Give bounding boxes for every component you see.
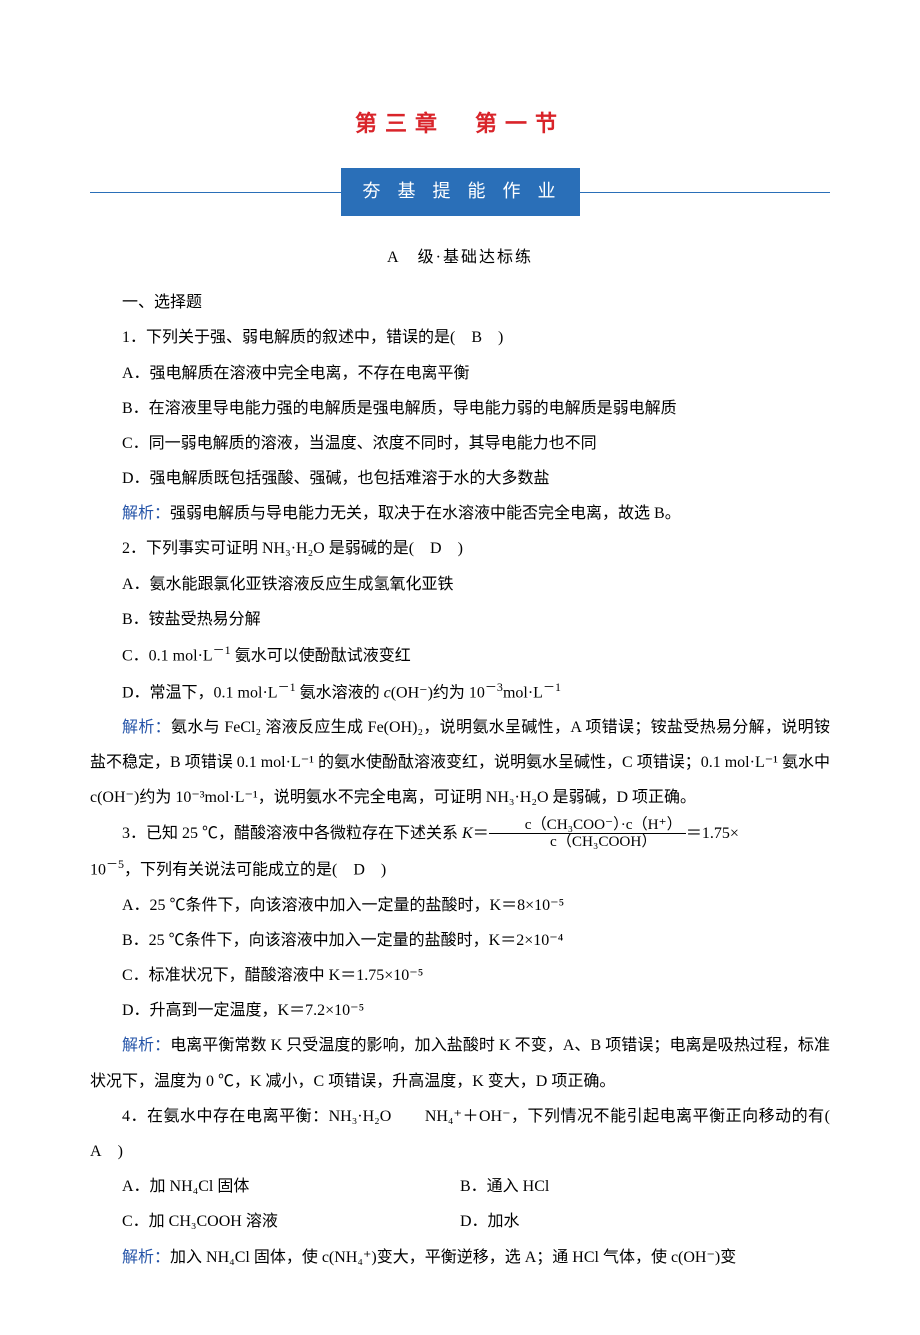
q2d-sup3: －1 (543, 680, 561, 694)
q3-stem-line2: 10－5，下列有关说法可能成立的是( D ) (90, 851, 830, 888)
q3-option-b: B．25 ℃条件下，向该溶液中加入一定量的盐酸时，K＝2×10⁻⁴ (90, 923, 830, 958)
banner-line-right (580, 192, 831, 193)
q2d-pre: D．常温下，0.1 mol·L (122, 684, 278, 701)
q2-answer: D (430, 540, 442, 557)
q4-option-a: A．加 NH₄Cl 固体 (90, 1169, 460, 1204)
q3-stem-pre: 3．已知 25 ℃，醋酸溶液中各微粒存在下述关系 (122, 825, 462, 842)
q2-explanation: 解析：氨水与 FeCl₂ 溶液反应生成 Fe(OH)₂，说明氨水呈碱性，A 项错… (90, 710, 830, 816)
q1-exp-label: 解析： (122, 505, 170, 522)
q2d-mid: 氨水溶液的 (296, 684, 384, 701)
q3-l2-pre: 10 (90, 862, 106, 879)
section-heading: 一、选择题 (90, 285, 830, 320)
q3-answer: D (353, 862, 365, 879)
q3-k: K (462, 825, 473, 842)
q1-stem-post: ) (482, 329, 503, 346)
q2-exp-label: 解析： (122, 719, 171, 736)
q3-explanation: 解析：电离平衡常数 K 只受温度的影响，加入盐酸时 K 不变，A、B 项错误；电… (90, 1028, 830, 1098)
q2-option-a: A．氨水能跟氯化亚铁溶液反应生成氢氧化亚铁 (90, 567, 830, 602)
q4-row-cd: C．加 CH₃COOH 溶液 D．加水 (90, 1204, 830, 1239)
q3-exp-label: 解析： (122, 1037, 170, 1054)
q4-exp-text: 加入 NH₄Cl 固体，使 c(NH₄⁺)变大，平衡逆移，选 A；通 HCl 气… (170, 1249, 736, 1266)
banner-row: 夯 基 提 能 作 业 (90, 168, 830, 216)
q2-option-d: D．常温下，0.1 mol·L－1 氨水溶液的 c(OH⁻)约为 10－3mol… (90, 674, 830, 711)
banner-box: 夯 基 提 能 作 业 (341, 168, 580, 216)
q2c-pre: C．0.1 mol·L (122, 647, 213, 664)
q3-fraction: c（CH₃COO⁻）·c（H⁺）c（CH₃COOH） (489, 817, 686, 851)
q1-option-b: B．在溶液里导电能力强的电解质是强电解质，导电能力弱的电解质是弱电解质 (90, 391, 830, 426)
q1-stem-pre: 1．下列关于强、弱电解质的叙述中，错误的是( (122, 329, 471, 346)
q4-answer: A (90, 1143, 102, 1160)
q2d-post: mol·L (503, 684, 543, 701)
q3-stem-post: ) (365, 862, 386, 879)
level-label: A 级·基础达标练 (90, 240, 830, 275)
q2d-sup1: －1 (278, 680, 296, 694)
chapter-title: 第三章 第一节 (90, 100, 830, 148)
q4-explanation: 解析：加入 NH₄Cl 固体，使 c(NH₄⁺)变大，平衡逆移，选 A；通 HC… (90, 1240, 830, 1275)
q3-after-frac: ＝1.75× (686, 825, 739, 842)
q3-l2-post: ，下列有关说法可能成立的是( (124, 862, 353, 879)
q4-exp-label: 解析： (122, 1249, 170, 1266)
q2-stem-pre: 2．下列事实可证明 NH₃·H₂O 是弱碱的是( (122, 540, 430, 557)
q4-stem: 4．在氨水中存在电离平衡：NH₃·H₂O NH₄⁺＋OH⁻，下列情况不能引起电离… (90, 1099, 830, 1169)
q1-explanation: 解析：强弱电解质与导电能力无关，取决于在水溶液中能否完全电离，故选 B。 (90, 496, 830, 531)
q2-option-b: B．铵盐受热易分解 (90, 602, 830, 637)
q2-stem-post: ) (442, 540, 463, 557)
q2-option-c: C．0.1 mol·L－1 氨水可以使酚酞试液变红 (90, 637, 830, 674)
q2d-oh: (OH⁻)约为 10 (391, 684, 485, 701)
q1-option-a: A．强电解质在溶液中完全电离，不存在电离平衡 (90, 356, 830, 391)
q4-option-b: B．通入 HCl (460, 1169, 830, 1204)
banner-line-left (90, 192, 341, 193)
q1-option-d: D．强电解质既包括强酸、强碱，也包括难溶于水的大多数盐 (90, 461, 830, 496)
q4-stem-pre: 4．在氨水中存在电离平衡：NH₃·H₂O NH₄⁺＋OH⁻，下列情况不能引起电离… (122, 1108, 846, 1125)
q2-stem: 2．下列事实可证明 NH₃·H₂O 是弱碱的是( D ) (90, 531, 830, 566)
q3-option-a: A．25 ℃条件下，向该溶液中加入一定量的盐酸时，K＝8×10⁻⁵ (90, 888, 830, 923)
q2d-sup2: －3 (485, 680, 503, 694)
q2d-c: c (384, 684, 391, 701)
q1-answer: B (471, 329, 482, 346)
q4-stem-post: ) (102, 1143, 123, 1160)
q2-exp-text: 氨水与 FeCl₂ 溶液反应生成 Fe(OH)₂，说明氨水呈碱性，A 项错误；铵… (90, 719, 830, 806)
q2c-sup: －1 (213, 643, 231, 657)
q1-exp-text: 强弱电解质与导电能力无关，取决于在水溶液中能否完全电离，故选 B。 (170, 505, 681, 522)
q3-eq: ＝ (473, 825, 489, 842)
q1-stem: 1．下列关于强、弱电解质的叙述中，错误的是( B ) (90, 320, 830, 355)
q3-option-d: D．升高到一定温度，K＝7.2×10⁻⁵ (90, 993, 830, 1028)
q4-option-c: C．加 CH₃COOH 溶液 (90, 1204, 460, 1239)
q1-option-c: C．同一弱电解质的溶液，当温度、浓度不同时，其导电能力也不同 (90, 426, 830, 461)
q2c-post: 氨水可以使酚酞试液变红 (231, 647, 411, 664)
q3-exp-text: 电离平衡常数 K 只受温度的影响，加入盐酸时 K 不变，A、B 项错误；电离是吸… (90, 1037, 830, 1089)
q3-option-c: C．标准状况下，醋酸溶液中 K＝1.75×10⁻⁵ (90, 958, 830, 993)
q3-frac-num: c（CH₃COO⁻）·c（H⁺） (489, 817, 686, 835)
q4-option-d: D．加水 (460, 1204, 830, 1239)
q3-stem-line1: 3．已知 25 ℃，醋酸溶液中各微粒存在下述关系 K＝c（CH₃COO⁻）·c（… (90, 816, 830, 852)
q3-l2-sup: －5 (106, 857, 124, 871)
q3-frac-den: c（CH₃COOH） (489, 834, 686, 851)
q4-row-ab: A．加 NH₄Cl 固体 B．通入 HCl (90, 1169, 830, 1204)
